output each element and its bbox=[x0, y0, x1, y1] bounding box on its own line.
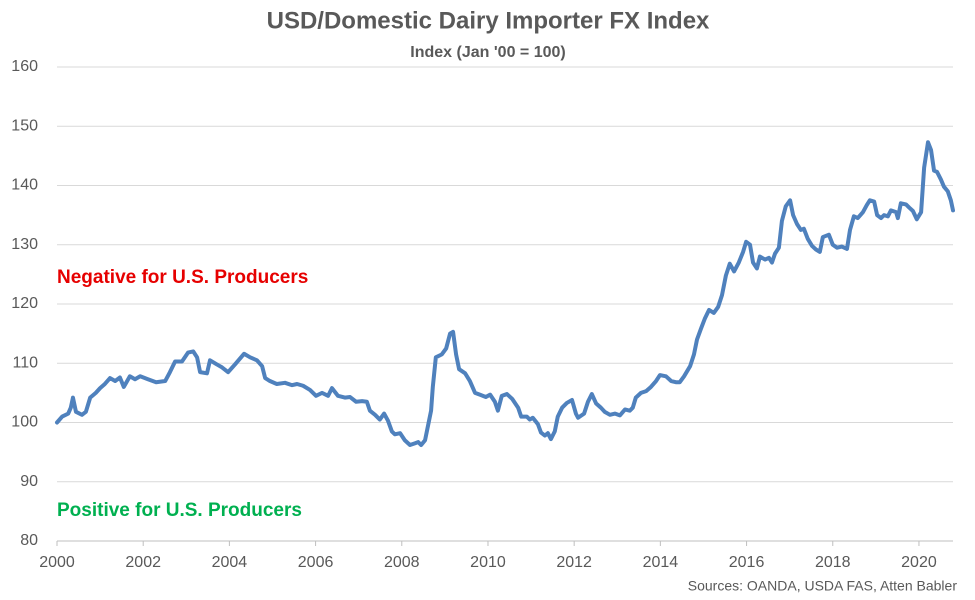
y-tick-label: 90 bbox=[20, 473, 38, 490]
y-tick-label: 110 bbox=[12, 354, 38, 371]
y-tick-label: 150 bbox=[11, 117, 38, 134]
x-tick-label: 2000 bbox=[39, 554, 75, 571]
annotation: Positive for U.S. Producers bbox=[57, 500, 302, 521]
x-tick-label: 2002 bbox=[125, 554, 161, 571]
data-line bbox=[55, 140, 955, 448]
y-tick-label: 130 bbox=[11, 236, 38, 253]
chart-subtitle: Index (Jan '00 = 100) bbox=[410, 44, 565, 61]
x-tick-label: 2016 bbox=[729, 554, 765, 571]
x-tick-label: 2012 bbox=[556, 554, 592, 571]
x-tick-label: 2006 bbox=[298, 554, 334, 571]
x-tick-label: 2014 bbox=[643, 554, 679, 571]
y-tick-label: 80 bbox=[20, 532, 38, 549]
x-tick-label: 2018 bbox=[815, 554, 851, 571]
x-tick-label: 2004 bbox=[212, 554, 248, 571]
y-tick-label: 120 bbox=[11, 295, 38, 312]
y-tick-label: 140 bbox=[11, 177, 38, 194]
x-tick-label: 2008 bbox=[384, 554, 420, 571]
chart-title: USD/Domestic Dairy Importer FX Index bbox=[267, 7, 710, 34]
source-note: Sources: OANDA, USDA FAS, Atten Babler bbox=[688, 578, 958, 594]
y-tick-label: 100 bbox=[11, 414, 38, 431]
annotation: Negative for U.S. Producers bbox=[57, 267, 308, 288]
x-tick-label: 2020 bbox=[901, 554, 937, 571]
y-tick-label: 160 bbox=[11, 58, 38, 75]
x-tick-label: 2010 bbox=[470, 554, 506, 571]
